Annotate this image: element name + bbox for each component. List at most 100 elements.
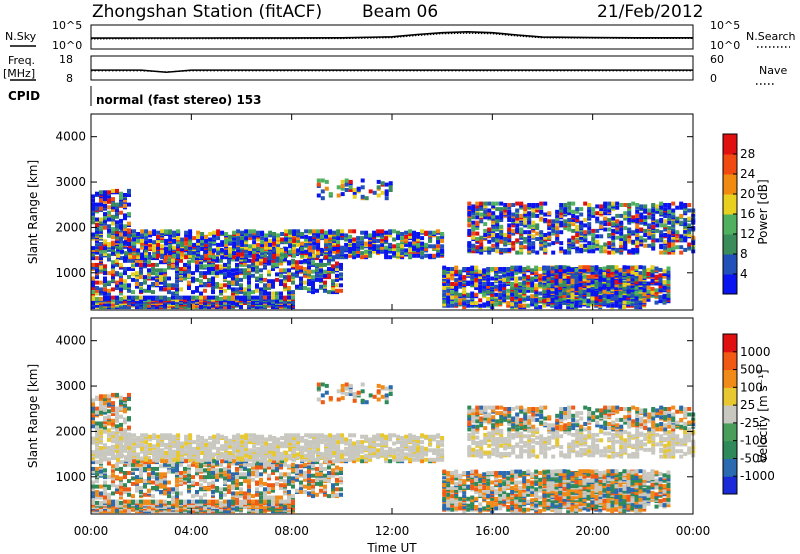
power-cell <box>503 247 508 252</box>
power-cell <box>360 178 365 183</box>
power-cell <box>340 251 345 256</box>
power-cell <box>275 291 279 296</box>
power-cell <box>518 303 523 308</box>
freq-frame <box>90 55 694 81</box>
power-cell <box>474 265 479 270</box>
power-cell <box>510 302 515 307</box>
power-cell <box>470 291 475 296</box>
power-cell <box>127 242 131 246</box>
power-cell <box>551 231 556 236</box>
power-cell <box>299 265 303 270</box>
velocity-cell <box>99 500 103 505</box>
power-cell <box>207 277 211 282</box>
power-cell <box>626 272 631 276</box>
power-cell <box>623 216 628 221</box>
power-cell <box>291 299 295 304</box>
power-cell <box>211 279 215 284</box>
power-cell <box>635 239 640 244</box>
power-cell <box>618 278 623 283</box>
power-cell <box>119 243 123 248</box>
power-cell <box>115 271 119 276</box>
power-cell <box>487 227 492 232</box>
power-cell <box>530 268 535 273</box>
power-cell <box>184 241 189 246</box>
power-cell <box>339 276 343 281</box>
power-cell <box>687 208 692 213</box>
power-cell <box>428 237 433 242</box>
power-cell <box>598 282 603 286</box>
power-cell <box>575 249 580 254</box>
power-cell <box>176 253 181 258</box>
power-cell <box>115 214 119 219</box>
power-cell <box>566 285 571 290</box>
power-cell <box>136 232 141 236</box>
power-cell <box>510 282 515 286</box>
power-cell <box>535 231 540 236</box>
power-cell <box>599 207 604 212</box>
power-cell <box>99 268 103 273</box>
power-cell <box>239 247 243 252</box>
velocity-cell <box>135 475 139 480</box>
power-cell <box>619 227 624 232</box>
power-cell <box>304 237 309 242</box>
power-cell <box>336 193 341 198</box>
power-cell <box>567 208 572 213</box>
velocity-cell <box>131 481 135 486</box>
power-cell <box>626 298 631 303</box>
power-cell <box>95 275 99 280</box>
power-cell <box>650 269 655 274</box>
power-cell <box>139 262 143 267</box>
power-cell <box>478 275 483 280</box>
power-cell <box>199 271 203 276</box>
power-cell <box>264 237 269 242</box>
power-cell <box>638 281 643 286</box>
power-cell <box>203 295 207 300</box>
power-cell <box>184 230 189 235</box>
velocity-cell <box>139 473 143 478</box>
velocity-cell <box>99 495 103 500</box>
power-cell <box>103 279 107 284</box>
power-cell <box>683 247 688 252</box>
power-cell <box>144 236 149 241</box>
velocity-cell <box>159 499 163 504</box>
power-cell <box>291 280 295 285</box>
velocity-cell <box>163 491 167 496</box>
power-cell <box>563 203 568 207</box>
power-cell <box>683 222 688 227</box>
power-cell <box>647 211 652 216</box>
power-cell <box>216 236 221 241</box>
power-cell <box>570 303 575 308</box>
power-cell <box>606 278 611 283</box>
velocity-cell <box>223 509 227 514</box>
power-cell <box>518 265 523 270</box>
power-cell <box>523 220 528 225</box>
power-cell <box>658 295 663 300</box>
power-cell <box>523 212 528 217</box>
power-cell <box>499 224 504 229</box>
power-cell <box>566 274 571 279</box>
power-cell <box>567 250 572 255</box>
power-cell <box>155 268 159 273</box>
power-cell <box>558 292 563 297</box>
power-cell <box>539 201 544 206</box>
velocity-cell <box>151 509 155 514</box>
power-cell <box>614 286 619 290</box>
power-cell <box>132 233 137 238</box>
power-cell <box>595 219 600 224</box>
power-cell <box>163 295 167 300</box>
power-cell <box>602 271 607 276</box>
velocity-cell <box>219 500 223 505</box>
power-cell <box>380 229 385 234</box>
power-cell <box>666 285 671 290</box>
power-cell <box>340 229 345 234</box>
power-cell <box>340 245 345 250</box>
power-cell <box>304 234 309 239</box>
power-cell <box>538 296 543 301</box>
power-cell <box>335 250 339 255</box>
power-cell <box>527 211 532 216</box>
freq-unit-label: [MHz] <box>3 67 35 80</box>
power-cell <box>531 241 536 246</box>
power-cell <box>204 253 209 258</box>
power-cell <box>578 293 583 298</box>
power-cell <box>328 255 333 260</box>
